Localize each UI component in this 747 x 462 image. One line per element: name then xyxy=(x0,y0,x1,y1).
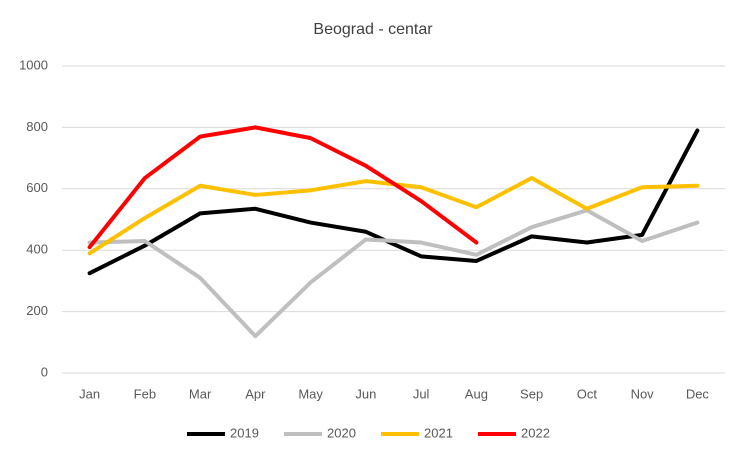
legend-label: 2021 xyxy=(424,425,453,440)
legend-label: 2022 xyxy=(521,425,550,440)
x-tick-label: Aug xyxy=(465,386,488,401)
y-tick-label: 200 xyxy=(26,303,48,318)
x-tick-label: Jul xyxy=(413,386,430,401)
series-line xyxy=(87,208,700,339)
legend-label: 2020 xyxy=(327,425,356,440)
y-tick-label: 0 xyxy=(41,364,48,379)
x-tick-label: Sep xyxy=(520,386,543,401)
x-tick-label: Mar xyxy=(189,386,212,401)
x-tick-label: Oct xyxy=(577,386,598,401)
x-tick-label: Dec xyxy=(686,386,710,401)
legend-label: 2019 xyxy=(230,425,259,440)
y-tick-label: 400 xyxy=(26,242,48,257)
x-tick-label: Jun xyxy=(355,386,376,401)
chart-title: Beograd - centar xyxy=(313,21,433,38)
x-tick-label: Apr xyxy=(245,386,266,401)
series-line xyxy=(87,128,700,276)
x-tick-label: Jan xyxy=(79,386,100,401)
x-tick-label: May xyxy=(298,386,323,401)
x-tick-label: Nov xyxy=(631,386,655,401)
y-tick-label: 800 xyxy=(26,119,48,134)
y-tick-label: 600 xyxy=(26,180,48,195)
x-tick-label: Feb xyxy=(134,386,156,401)
y-tick-label: 1000 xyxy=(19,57,48,72)
series-line xyxy=(87,125,479,250)
